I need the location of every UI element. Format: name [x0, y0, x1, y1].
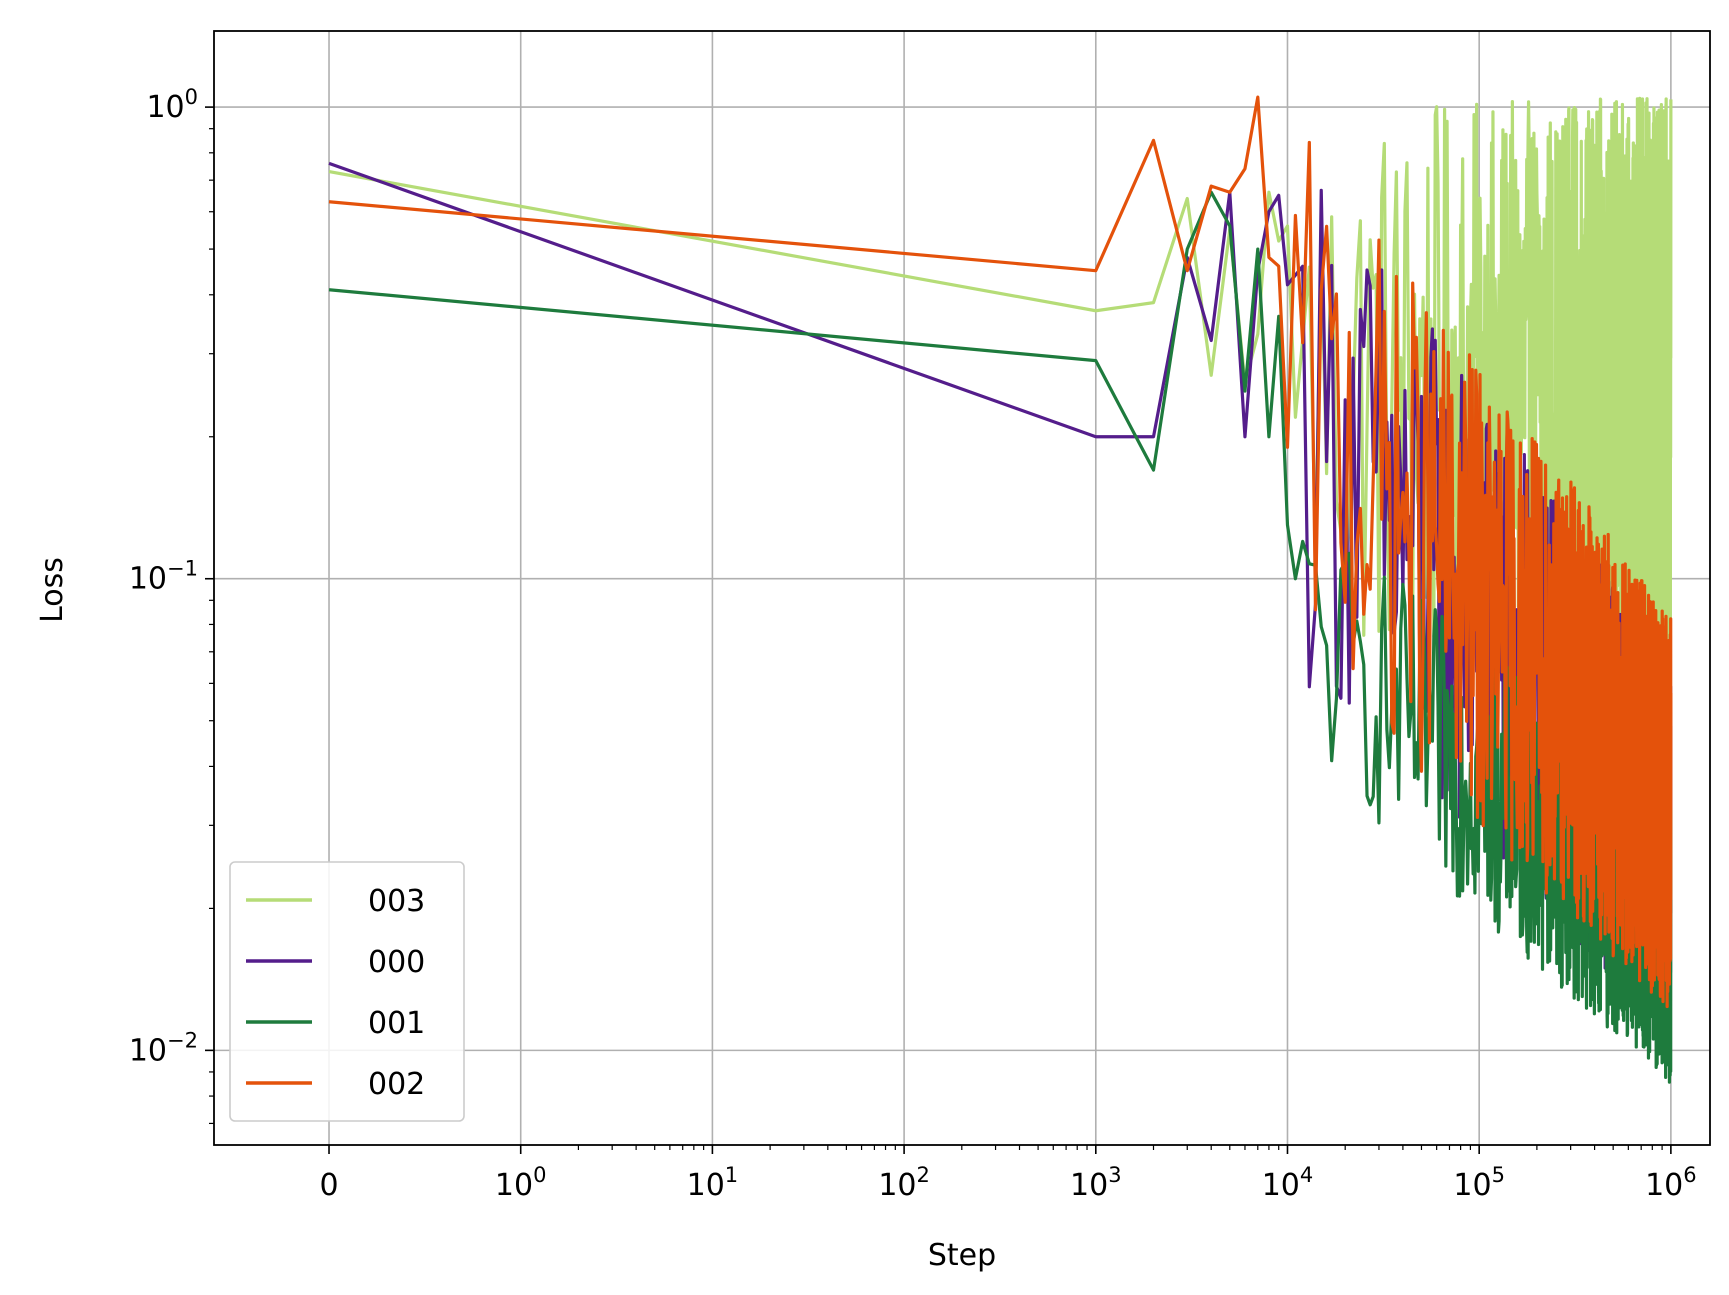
- y-axis-label: Loss: [35, 557, 70, 623]
- x-tick-label: 102: [878, 1163, 930, 1203]
- x-tick-label: 104: [1262, 1163, 1314, 1203]
- x-tick-label: 105: [1453, 1163, 1505, 1203]
- plot-lines: [328, 95, 1673, 1084]
- axis-ticks: 0 100 101 102 103 104 105 106 100 10−1 10−2: [129, 85, 1697, 1203]
- legend-label-002: 002: [368, 1067, 425, 1102]
- legend-label-000: 000: [368, 945, 425, 980]
- series-line-002: [328, 95, 1673, 1009]
- legend-label-003: 003: [368, 884, 425, 919]
- x-tick-label: 106: [1645, 1163, 1697, 1203]
- legend-label-001: 001: [368, 1006, 425, 1041]
- x-tick-label: 0: [319, 1168, 338, 1203]
- series-line-003: [328, 96, 1673, 684]
- x-tick-label: 100: [495, 1163, 547, 1203]
- y-tick-label: 100: [146, 85, 198, 125]
- y-tick-label: 10−2: [129, 1028, 198, 1068]
- x-tick-label: 103: [1070, 1163, 1122, 1203]
- legend-box: [229, 861, 465, 1122]
- x-axis-label: Step: [928, 1238, 996, 1273]
- y-tick-label: 10−1: [129, 557, 198, 597]
- x-tick-label: 101: [687, 1163, 739, 1203]
- legend: 003 000 001 002: [229, 861, 465, 1122]
